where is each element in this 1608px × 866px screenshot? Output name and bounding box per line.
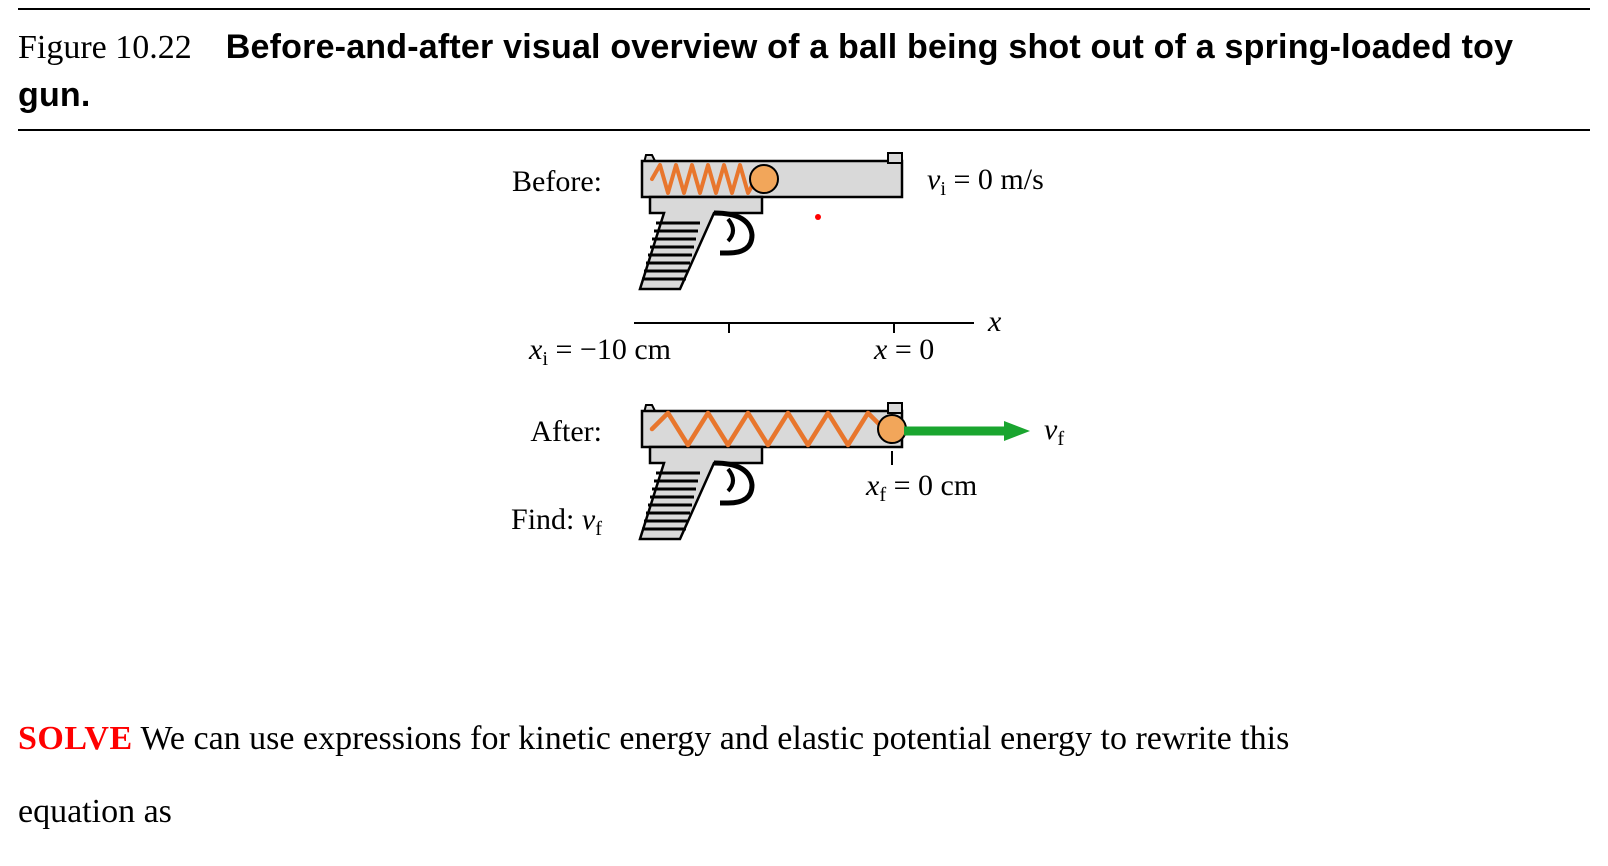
gun-before (640, 153, 902, 289)
svg-text:vi = 0 m/s: vi = 0 m/s (927, 163, 1044, 200)
velocity-arrow-head (1004, 421, 1030, 441)
svg-text:vf: vf (1044, 413, 1064, 450)
svg-text:xf = 0 cm: xf = 0 cm (865, 469, 977, 506)
svg-text:x = 0: x = 0 (873, 333, 934, 366)
red-dot-icon (815, 214, 821, 220)
before-label: Before: (512, 165, 602, 198)
solve-paragraph: SOLVE We can use expressions for kinetic… (18, 702, 1590, 848)
svg-text:x: x (987, 305, 1002, 338)
after-label: After: (530, 415, 602, 448)
figure-diagram: Before: vi = 0 m/s x xi = −10 cm x = 0 After:… (444, 141, 1164, 621)
solve-keyword: SOLVE (18, 720, 133, 757)
figure-title: Before-and-after visual overview of a ba… (18, 28, 1513, 114)
solve-text-line1: We can use expressions for kinetic energ… (133, 720, 1290, 757)
figure-caption: Figure 10.22 Before-and-after visual ove… (18, 10, 1590, 129)
svg-text:xi = −10 cm: xi = −10 cm (528, 333, 671, 370)
find-label: Find: vf (511, 503, 602, 540)
solve-text-line2: equation as (18, 793, 172, 830)
figure-number: Figure 10.22 (18, 29, 192, 66)
